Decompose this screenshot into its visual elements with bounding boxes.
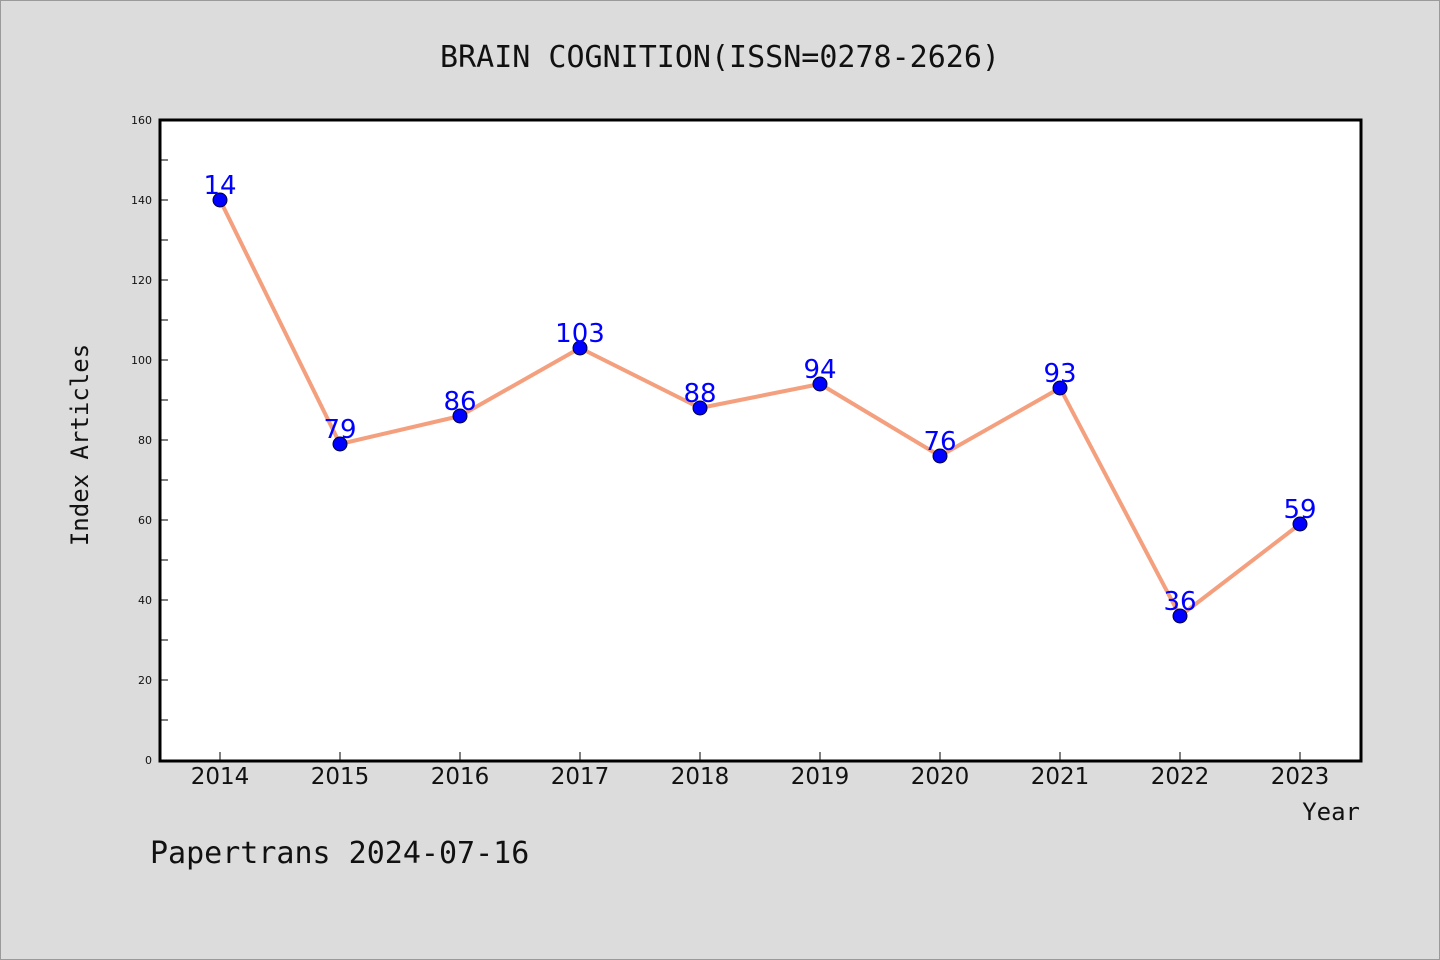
chart-title: BRAIN COGNITION(ISSN=0278-2626) bbox=[440, 40, 1000, 75]
data-label: 14 bbox=[203, 171, 236, 201]
y-tick-label: 0 bbox=[145, 754, 152, 767]
x-tick-label: 2018 bbox=[671, 764, 730, 790]
data-point bbox=[1292, 516, 1308, 532]
data-label: 59 bbox=[1283, 495, 1316, 525]
data-label: 94 bbox=[803, 355, 836, 385]
y-tick-label: 80 bbox=[138, 434, 152, 447]
y-tick-label: 120 bbox=[131, 274, 152, 287]
data-point bbox=[692, 400, 708, 416]
x-tick-label: 2014 bbox=[191, 764, 250, 790]
footer-credit: Papertrans 2024-07-16 bbox=[150, 836, 529, 871]
series-line bbox=[218, 199, 1302, 618]
data-label: 86 bbox=[443, 387, 476, 417]
data-point bbox=[1052, 380, 1068, 396]
data-label: 36 bbox=[1163, 587, 1196, 617]
x-tick-label: 2020 bbox=[911, 764, 970, 790]
x-tick-label: 2022 bbox=[1151, 764, 1210, 790]
series-line-group bbox=[218, 199, 1302, 618]
x-tick-label: 2021 bbox=[1031, 764, 1090, 790]
y-tick-label: 40 bbox=[138, 594, 152, 607]
data-label: 79 bbox=[323, 415, 356, 445]
x-axis-title: Year bbox=[1302, 798, 1360, 826]
y-axis: 0 20 40 60 80 100 120 140 160 bbox=[131, 114, 168, 767]
x-tick-label: 2015 bbox=[311, 764, 370, 790]
y-tick-label: 160 bbox=[131, 114, 152, 127]
data-markers bbox=[212, 192, 1308, 624]
data-point bbox=[1172, 608, 1188, 624]
data-label: 88 bbox=[683, 379, 716, 409]
y-tick-label: 20 bbox=[138, 674, 152, 687]
data-point bbox=[932, 448, 948, 464]
x-tick-label: 2017 bbox=[551, 764, 610, 790]
data-labels: 14 79 86 103 88 94 76 93 36 59 bbox=[203, 171, 1316, 617]
data-point bbox=[452, 408, 468, 424]
y-axis-title: Index Articles bbox=[66, 344, 94, 546]
x-tick-label: 2016 bbox=[431, 764, 490, 790]
data-label: 76 bbox=[923, 427, 956, 457]
x-axis: 2014 2015 2016 2017 2018 2019 2020 2021 2022 2023 bbox=[191, 752, 1330, 790]
data-point bbox=[212, 192, 228, 208]
y-tick-label: 140 bbox=[131, 194, 152, 207]
data-point bbox=[332, 436, 348, 452]
y-tick-label: 100 bbox=[131, 354, 152, 367]
data-label: 103 bbox=[555, 319, 605, 349]
x-tick-label: 2023 bbox=[1271, 764, 1330, 790]
data-point bbox=[572, 340, 588, 356]
x-tick-label: 2019 bbox=[791, 764, 850, 790]
data-point bbox=[812, 376, 828, 392]
data-label: 93 bbox=[1043, 359, 1076, 389]
y-tick-label: 60 bbox=[138, 514, 152, 527]
